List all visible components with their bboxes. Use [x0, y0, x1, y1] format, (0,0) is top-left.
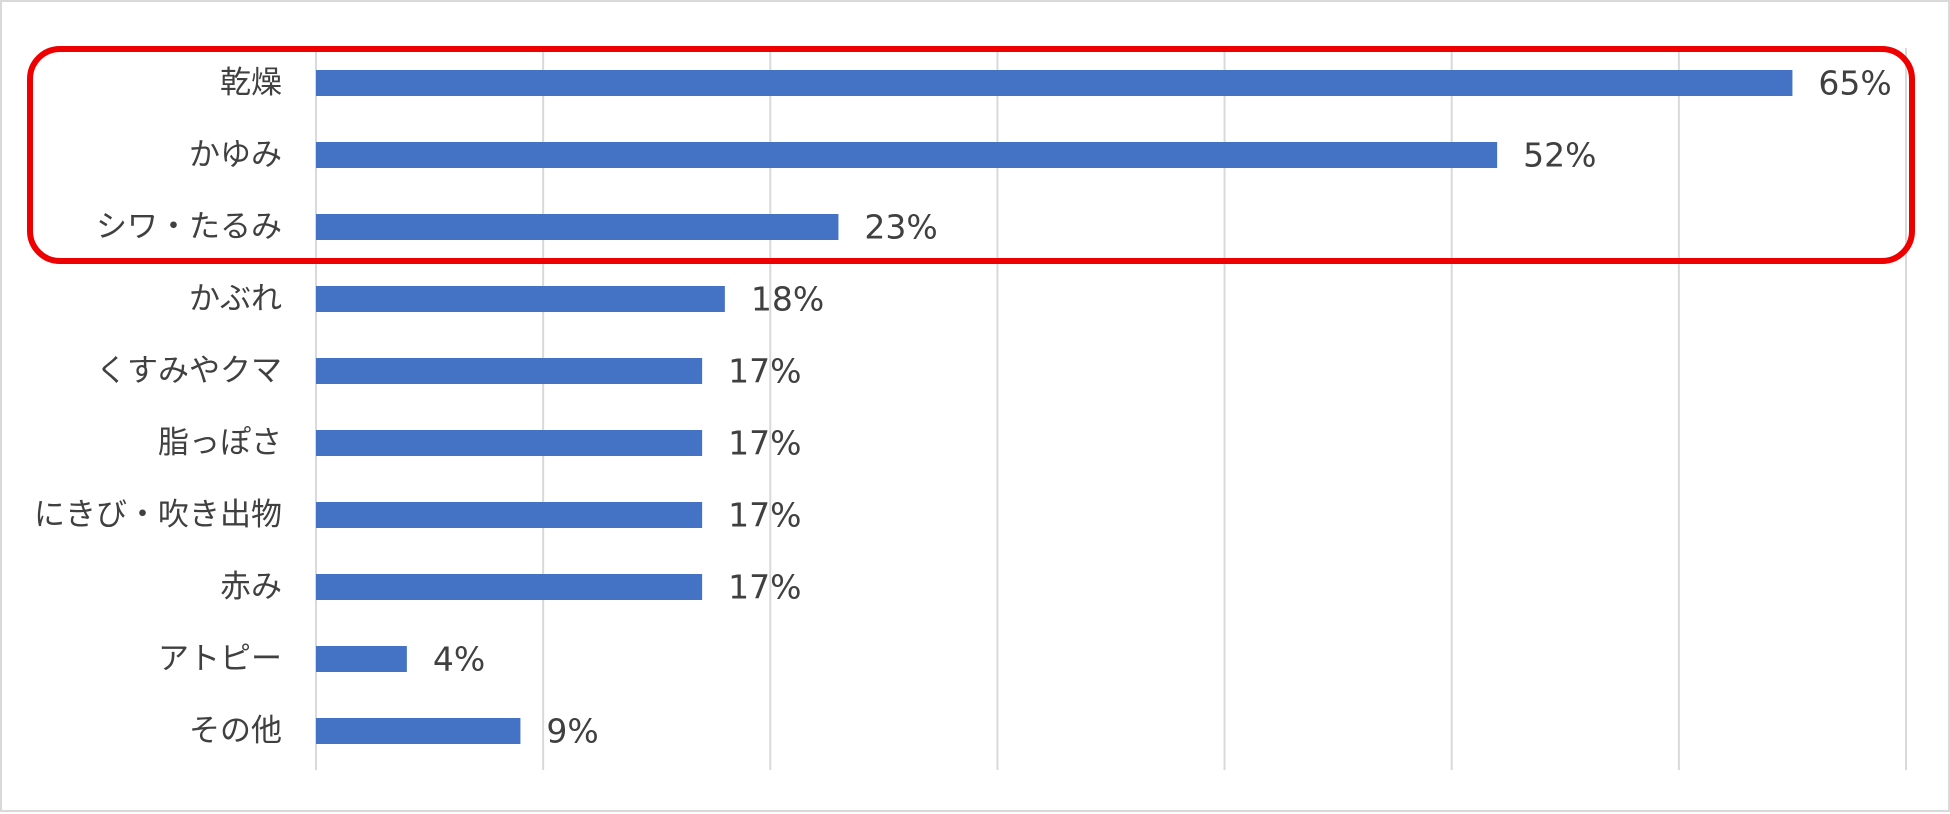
- bar: [316, 214, 839, 240]
- category-label: その他: [189, 713, 282, 749]
- bars: [316, 70, 1793, 744]
- bar: [316, 142, 1498, 168]
- value-label: 4%: [433, 640, 485, 679]
- category-label: シワ・たるみ: [96, 209, 282, 245]
- value-label: 9%: [546, 712, 598, 751]
- highlight-box: [27, 46, 1915, 264]
- category-label: かゆみ: [189, 137, 282, 173]
- bar: [316, 286, 725, 312]
- category-labels: 乾燥かゆみシワ・たるみかぶれくすみやクマ脂っぽさにきび・吹き出物赤みアトピーその…: [34, 65, 282, 749]
- value-label: 17%: [728, 568, 801, 607]
- bar: [316, 358, 703, 384]
- value-label: 17%: [728, 496, 801, 535]
- value-label: 23%: [864, 208, 937, 247]
- bar: [316, 70, 1793, 96]
- category-label: 乾燥: [220, 65, 282, 101]
- category-label: アトピー: [158, 641, 282, 677]
- bar: [316, 718, 521, 744]
- value-label: 17%: [728, 352, 801, 391]
- category-label: くすみやクマ: [96, 353, 282, 389]
- gridlines: [315, 48, 1907, 770]
- value-label: 65%: [1818, 64, 1891, 103]
- value-labels: 65% 52% 23% 18% 17% 17% 17% 17% 4% 9%: [433, 64, 1892, 751]
- category-label: かぶれ: [189, 281, 282, 317]
- value-label: 18%: [751, 280, 824, 319]
- category-label: にきび・吹き出物: [34, 497, 282, 533]
- bar: [316, 574, 703, 600]
- value-label: 17%: [728, 424, 801, 463]
- bar: [316, 502, 703, 528]
- category-label: 赤み: [220, 569, 282, 605]
- category-label: 脂っぽさ: [158, 425, 282, 461]
- value-label: 52%: [1523, 136, 1596, 175]
- highlight-box: [27, 46, 1915, 264]
- bar: [316, 646, 407, 672]
- bar: [316, 430, 703, 456]
